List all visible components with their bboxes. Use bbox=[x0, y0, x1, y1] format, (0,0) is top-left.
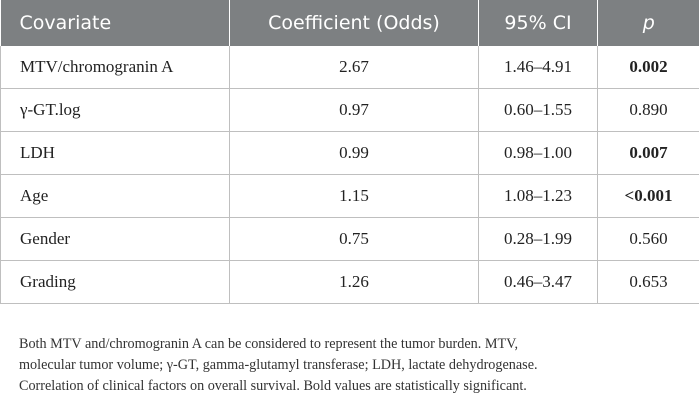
cell-coefficient: 1.26 bbox=[229, 260, 479, 304]
results-table-container: Covariate Coefficient (Odds) 95% CI p MT… bbox=[0, 0, 699, 304]
table-row: Age 1.15 1.08–1.23 <0.001 bbox=[0, 174, 699, 218]
covariate-table: Covariate Coefficient (Odds) 95% CI p MT… bbox=[0, 0, 699, 304]
cell-ci: 1.08–1.23 bbox=[478, 174, 598, 218]
table-row: γ-GT.log 0.97 0.60–1.55 0.890 bbox=[0, 88, 699, 132]
table-row: Gender 0.75 0.28–1.99 0.560 bbox=[0, 217, 699, 261]
footnote-line: Correlation of clinical factors on overa… bbox=[19, 378, 527, 394]
cell-ci: 0.46–3.47 bbox=[478, 260, 598, 304]
table-row: Grading 1.26 0.46–3.47 0.653 bbox=[0, 260, 699, 304]
cell-covariate: Gender bbox=[0, 217, 230, 261]
table-row: MTV/chromogranin A 2.67 1.46–4.91 0.002 bbox=[0, 46, 699, 89]
table-footnote: Both MTV and/chromogranin A can be consi… bbox=[19, 334, 689, 397]
cell-covariate: γ-GT.log bbox=[0, 88, 230, 132]
table-header: Covariate Coefficient (Odds) 95% CI p bbox=[0, 0, 699, 46]
cell-coefficient: 0.97 bbox=[229, 88, 479, 132]
cell-p: 0.002 bbox=[597, 46, 699, 89]
cell-covariate: Grading bbox=[0, 260, 230, 304]
header-coefficient: Coefficient (Odds) bbox=[229, 0, 479, 46]
cell-ci: 1.46–4.91 bbox=[478, 46, 598, 89]
cell-p: 0.890 bbox=[597, 88, 699, 132]
cell-coefficient: 0.99 bbox=[229, 131, 479, 175]
header-covariate: Covariate bbox=[0, 0, 230, 46]
cell-p: 0.007 bbox=[597, 131, 699, 175]
cell-ci: 0.98–1.00 bbox=[478, 131, 598, 175]
header-row: Covariate Coefficient (Odds) 95% CI p bbox=[0, 0, 699, 46]
cell-ci: 0.28–1.99 bbox=[478, 217, 598, 261]
footnote-line: Both MTV and/chromogranin A can be consi… bbox=[19, 336, 519, 352]
header-ci: 95% CI bbox=[478, 0, 598, 46]
cell-covariate: LDH bbox=[0, 131, 230, 175]
table-row: LDH 0.99 0.98–1.00 0.007 bbox=[0, 131, 699, 175]
cell-covariate: Age bbox=[0, 174, 230, 218]
header-p: p bbox=[597, 0, 699, 46]
cell-ci: 0.60–1.55 bbox=[478, 88, 598, 132]
cell-p: 0.653 bbox=[597, 260, 699, 304]
cell-coefficient: 0.75 bbox=[229, 217, 479, 261]
table-body: MTV/chromogranin A 2.67 1.46–4.91 0.002 … bbox=[0, 46, 699, 304]
cell-coefficient: 2.67 bbox=[229, 46, 479, 89]
cell-p: 0.560 bbox=[597, 217, 699, 261]
cell-coefficient: 1.15 bbox=[229, 174, 479, 218]
cell-p: <0.001 bbox=[597, 174, 699, 218]
cell-covariate: MTV/chromogranin A bbox=[0, 46, 230, 89]
footnote-line: molecular tumor volume; γ-GT, gamma-glut… bbox=[19, 357, 538, 373]
